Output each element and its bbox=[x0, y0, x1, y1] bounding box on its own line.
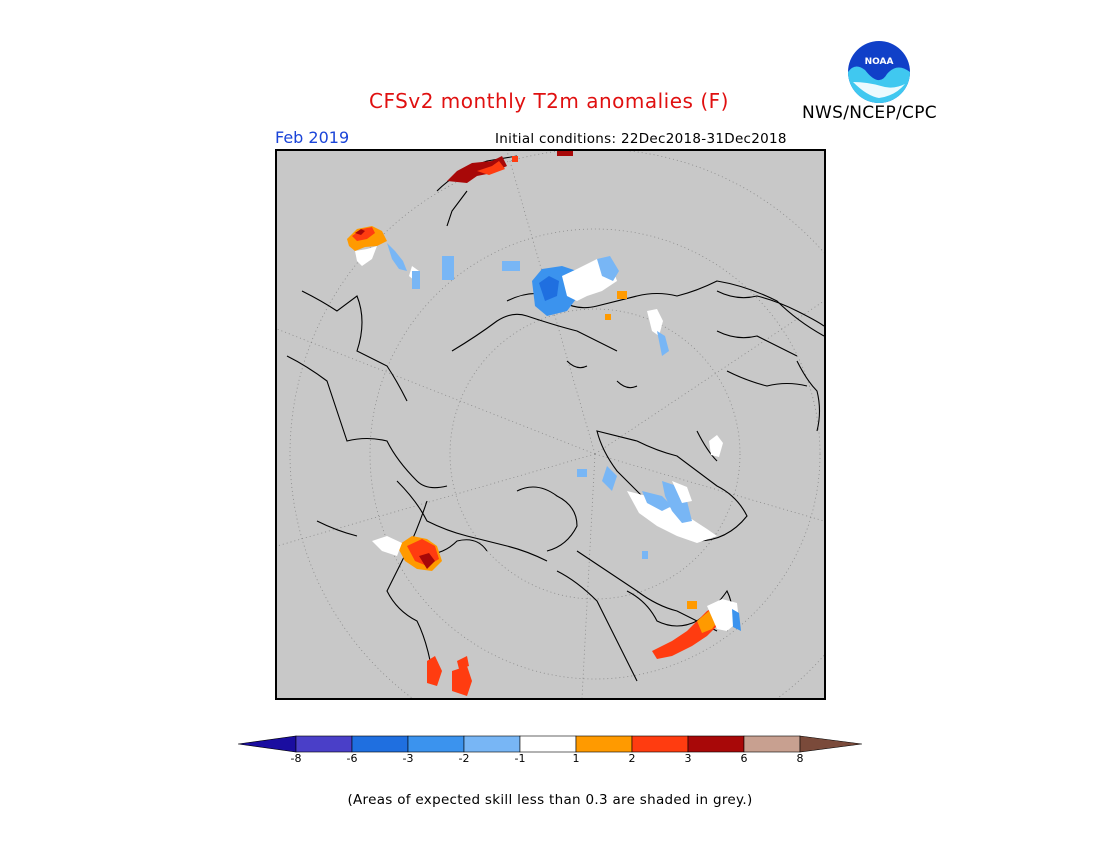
tick-label: -8 bbox=[290, 752, 302, 765]
skill-footnote: (Areas of expected skill less than 0.3 a… bbox=[347, 792, 753, 808]
colorbar-arrow-right bbox=[799, 735, 863, 753]
colorbar-ticks: -8 -6 -3 -2 -1 1 2 3 6 8 bbox=[0, 752, 1100, 770]
tick-label: 3 bbox=[684, 752, 692, 765]
polar-map bbox=[275, 149, 826, 700]
map-canvas bbox=[277, 151, 824, 698]
agency-label: NWS/NCEP/CPC bbox=[802, 103, 937, 123]
tick-label: 1 bbox=[572, 752, 580, 765]
colorbar bbox=[237, 732, 863, 756]
coastlines bbox=[286, 155, 824, 682]
graticule bbox=[277, 151, 824, 698]
noaa-logo-text: NOAA bbox=[865, 57, 894, 67]
initial-conditions: Initial conditions: 22Dec2018-31Dec2018 bbox=[495, 131, 787, 147]
tick-label: 6 bbox=[740, 752, 748, 765]
tick-label: 8 bbox=[796, 752, 804, 765]
colorbar-arrow-left bbox=[237, 735, 297, 753]
tick-label: -3 bbox=[402, 752, 414, 765]
map-title: CFSv2 monthly T2m anomalies (F) bbox=[369, 89, 729, 113]
tick-label: 2 bbox=[628, 752, 636, 765]
noaa-logo: NOAA bbox=[847, 40, 911, 104]
forecast-month: Feb 2019 bbox=[275, 128, 350, 147]
tick-label: -1 bbox=[514, 752, 526, 765]
tick-label: -2 bbox=[458, 752, 470, 765]
tick-label: -6 bbox=[346, 752, 358, 765]
anomaly-patches bbox=[347, 151, 741, 696]
